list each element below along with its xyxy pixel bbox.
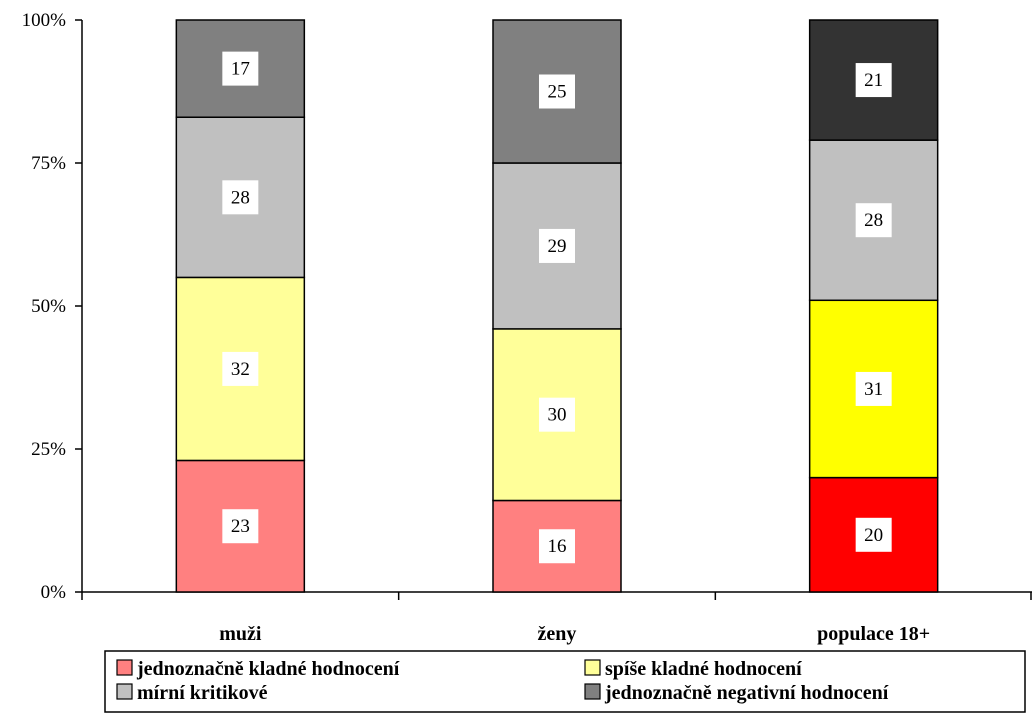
legend-label: mírní kritikové [137,682,268,704]
data-label-background [539,529,575,564]
data-label-background [855,371,892,406]
y-tick-label: 50% [31,296,66,317]
data-label-background [539,228,575,263]
legend-swatch [116,683,133,700]
data-label: 31 [864,379,883,400]
legend-box [104,650,1026,713]
y-tick-label: 0% [41,582,67,603]
data-label-background [222,180,259,215]
data-label: 23 [231,516,250,537]
data-label-background [539,74,575,109]
y-tick-label: 100% [22,10,67,31]
data-label: 32 [231,359,250,380]
data-label-background [539,397,575,432]
data-label: 28 [864,210,883,231]
y-tick-label: 25% [31,439,66,460]
x-category-label: populace 18+ [817,623,930,645]
data-label-background [855,203,892,238]
data-label: 16 [548,536,567,557]
data-label: 21 [864,70,883,91]
legend-swatch [116,659,133,676]
legend-label: jednoznačně negativní hodnocení [604,682,889,704]
legend-label: jednoznačně kladné hodnocení [136,658,400,680]
y-tick-label: 75% [31,153,66,174]
x-category-label: muži [219,623,262,645]
data-label: 30 [548,405,567,426]
data-label: 28 [231,187,250,208]
data-label: 25 [548,82,567,103]
data-label-background [222,351,259,386]
legend-label: spíše kladné hodnocení [605,658,802,680]
data-label: 29 [548,236,567,257]
legend-swatch [584,659,601,676]
data-label-background [855,63,892,98]
x-category-label: ženy [538,623,577,645]
data-label-background [855,517,892,552]
data-label: 17 [231,59,250,80]
data-label-background [222,51,259,86]
legend-swatch [584,683,601,700]
data-label-background [222,509,259,544]
data-label: 20 [864,525,883,546]
